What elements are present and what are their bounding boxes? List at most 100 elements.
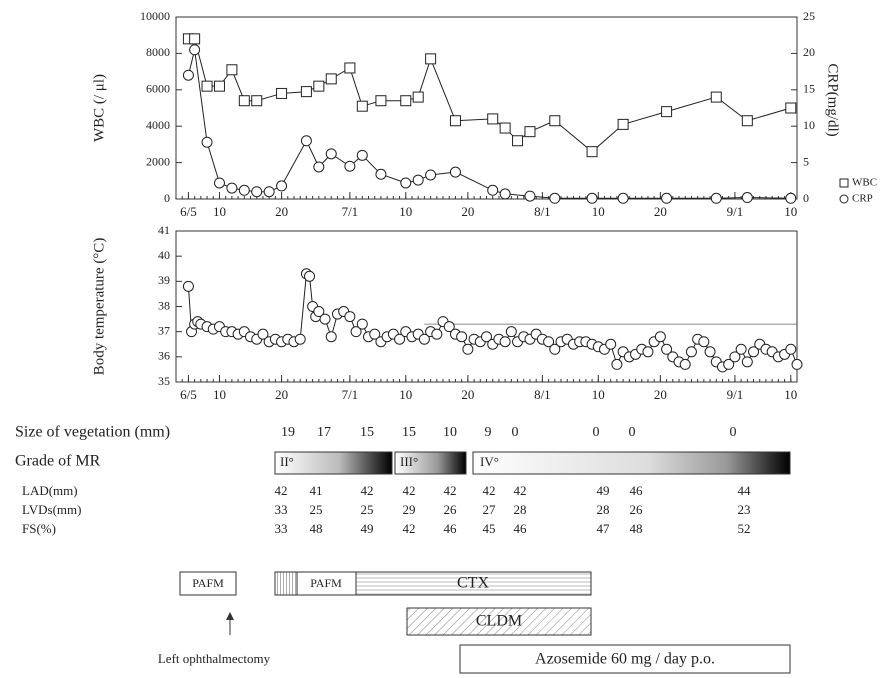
marker [189, 33, 201, 45]
mr-label: Grade of MR [15, 453, 101, 470]
marker [226, 182, 238, 194]
legend-marker [839, 178, 849, 188]
x-tick-label: 10 [592, 387, 605, 402]
y-tick-label: 39 [158, 273, 170, 287]
marker [313, 80, 325, 92]
x-tick-label: 6/5 [180, 204, 197, 219]
table-cell: 15 [360, 425, 374, 440]
marker [356, 100, 368, 112]
x-tick-label: 9/1 [727, 387, 744, 402]
marker [375, 168, 387, 180]
marker [412, 91, 424, 103]
plot-frame [175, 230, 798, 383]
marker [182, 280, 194, 292]
marker [319, 313, 331, 325]
marker [617, 192, 629, 204]
y-tick-label: 8000 [146, 45, 170, 59]
marker [710, 91, 722, 103]
mr-grade: II° [280, 454, 294, 469]
marker [456, 331, 468, 343]
y-tick-label: 40 [158, 248, 170, 262]
y-tick-label: 10000 [140, 9, 170, 23]
marker [251, 95, 263, 107]
marker [586, 192, 598, 204]
marker [257, 328, 269, 340]
marker [549, 343, 561, 355]
table-cell: 0 [512, 425, 519, 440]
y-axis-title: Body temperature (°C) [91, 238, 107, 376]
x-tick-label: 20 [654, 204, 667, 219]
marker [748, 346, 760, 358]
y2-tick-label: 10 [803, 118, 815, 132]
y2-axis-title: CRP(mg/dl) [825, 63, 841, 136]
marker [481, 331, 492, 343]
marker [226, 64, 238, 76]
table-cell: 23 [738, 502, 751, 517]
x-tick-label: 20 [461, 387, 474, 402]
marker [605, 338, 617, 350]
y2-tick-label: 20 [803, 45, 815, 59]
table-cell: 48 [310, 521, 323, 536]
marker [741, 192, 753, 204]
table-cell: 25 [310, 502, 323, 517]
marker [276, 87, 288, 99]
y-tick-label: 36 [158, 349, 170, 363]
marker [238, 95, 250, 107]
marker [263, 186, 275, 198]
table-cell: 41 [310, 483, 323, 498]
marker [189, 44, 201, 56]
marker [394, 333, 406, 345]
marker [375, 95, 387, 107]
legend-label: WBC [852, 177, 877, 189]
marker [201, 136, 213, 148]
marker [344, 62, 356, 74]
marker [325, 148, 337, 160]
marker [499, 336, 511, 348]
y-tick-label: 2000 [146, 154, 170, 168]
table-cell: 0 [730, 425, 737, 440]
marker [369, 328, 381, 340]
table-cell: 33 [275, 502, 288, 517]
marker [710, 192, 722, 204]
x-tick-label: 9/1 [727, 204, 744, 219]
marker [487, 184, 499, 196]
x-tick-label: 20 [461, 204, 474, 219]
mr-bar [274, 451, 393, 475]
x-tick-label: 10 [213, 204, 226, 219]
table-cell: 44 [738, 483, 752, 498]
marker [449, 115, 461, 127]
drug-bar [179, 571, 237, 596]
marker [741, 115, 753, 127]
marker [313, 306, 325, 318]
table-cell: 47 [597, 521, 611, 536]
table-cell: 42 [514, 483, 527, 498]
table-cell: 45 [483, 521, 496, 536]
marker [425, 53, 437, 65]
marker [617, 118, 629, 130]
table-cell: 46 [630, 483, 644, 498]
table-cell: 26 [444, 502, 458, 517]
y2-tick-label: 0 [803, 191, 809, 205]
y-tick-label: 37 [158, 323, 170, 337]
marker [499, 122, 511, 134]
marker [791, 358, 803, 370]
arrow-head [226, 612, 234, 620]
marker [729, 351, 741, 363]
marker [251, 186, 263, 198]
marker [238, 184, 250, 196]
marker [499, 188, 511, 200]
table-cell: 15 [402, 425, 416, 440]
y-tick-label: 35 [158, 374, 170, 388]
table-cell: 42 [361, 483, 374, 498]
marker [344, 311, 356, 323]
table-cell: 42 [403, 483, 416, 498]
marker [543, 336, 555, 348]
marker [735, 343, 747, 355]
plot-frame [175, 16, 798, 200]
table-cell: 19 [281, 425, 295, 440]
x-tick-label: 8/1 [534, 387, 551, 402]
x-tick-label: 7/1 [342, 387, 359, 402]
table-cell: 25 [361, 502, 374, 517]
table-cell: 49 [597, 483, 610, 498]
marker [685, 346, 697, 358]
